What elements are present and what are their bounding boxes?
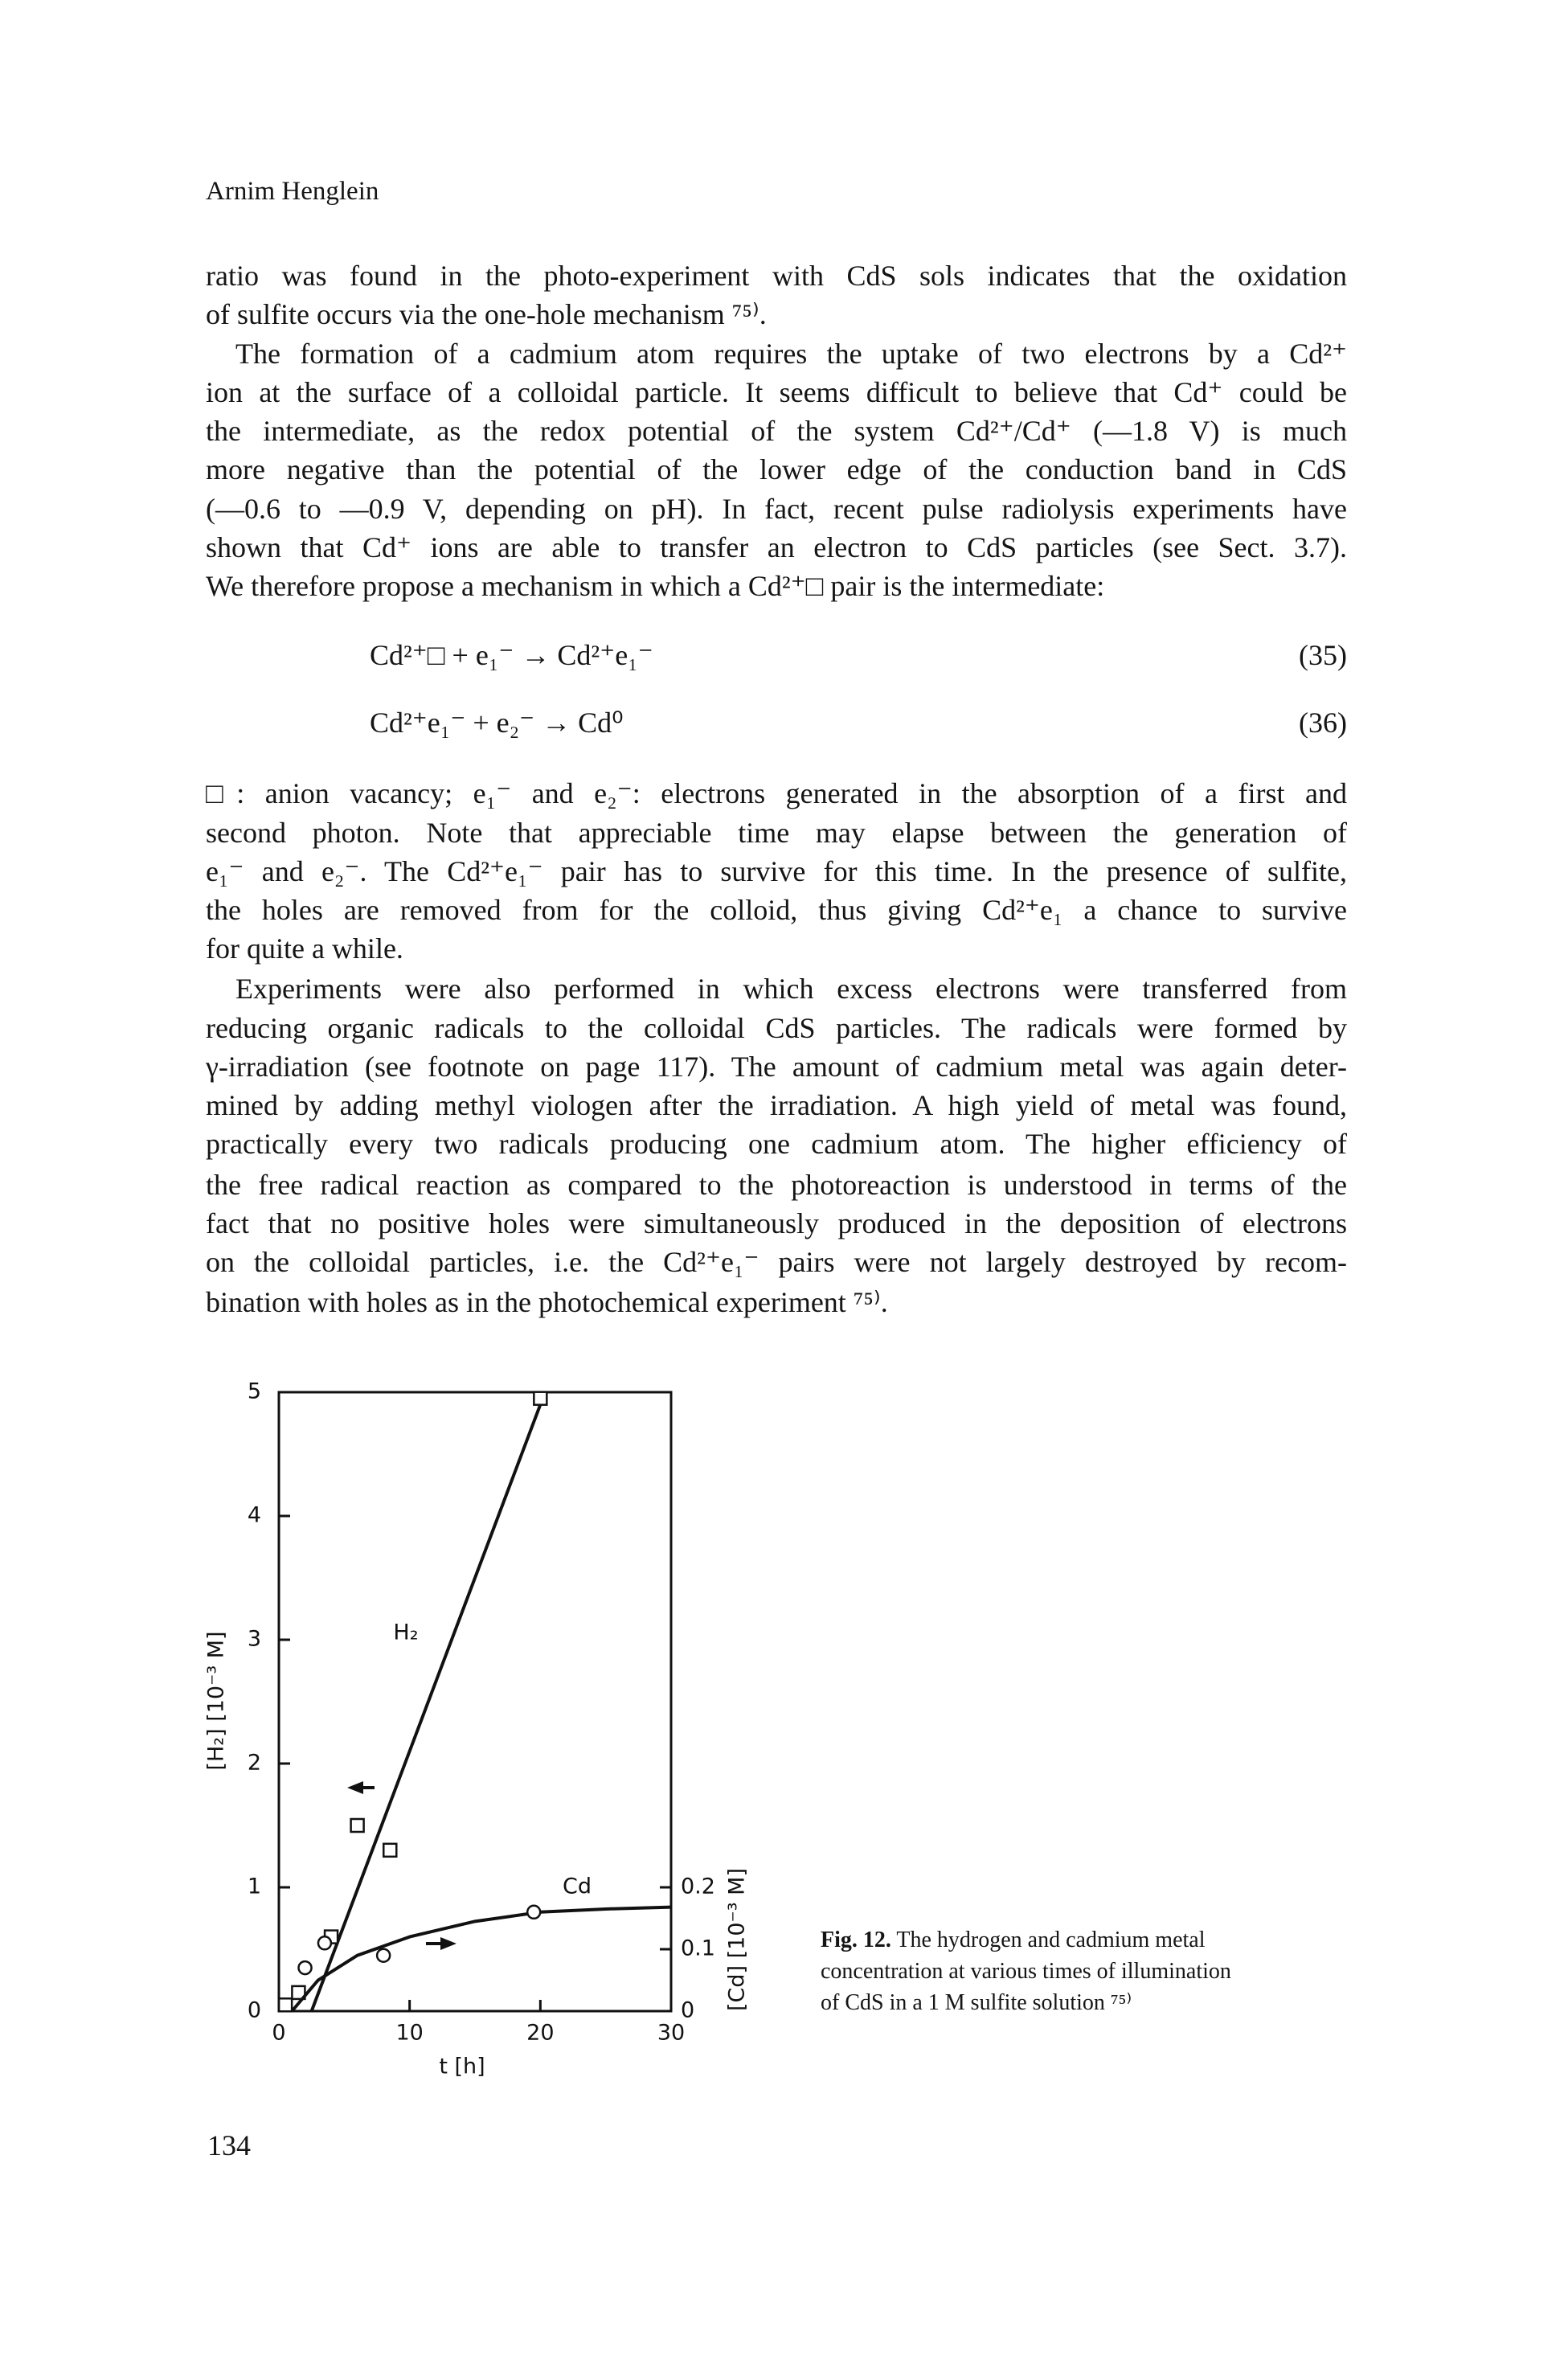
text-line: practically every two radicals producing… [206,1128,1347,1161]
text-line: ion at the surface of a colloidal partic… [206,375,1347,408]
text-line: the intermediate, as the redox potential… [206,415,1347,448]
y-axis-label: [H₂] [10⁻³ M] [204,1631,229,1770]
text-line: We therefore propose a mechanism in whic… [206,570,1105,603]
y-tick-label: 4 [248,1503,261,1528]
equation-number: (35) [1299,639,1347,672]
x-tick-label: 20 [526,2021,554,2046]
data-point [277,1997,293,2013]
y2-tick-label: 0.1 [681,1936,715,1961]
text-line: the holes are removed from for the collo… [206,894,1347,927]
data-point [297,1960,313,1976]
y2-tick-label: 0 [681,1998,694,2023]
text-line: Experiments were also performed in which… [235,973,1347,1006]
data-point [375,1948,391,1963]
x-tick-label: 0 [272,2021,285,2046]
text-line: of sulfite occurs via the one-hole mecha… [206,298,767,331]
text-line: second photon. Note that appreciable tim… [206,816,1347,849]
text-line: γ-irradiation (see footnote on page 117)… [206,1050,1347,1083]
y2-axis-label: [Cd] [10⁻³ M] [725,1868,750,2011]
fit-line [290,1905,672,2013]
equation-number: (36) [1299,707,1347,739]
running-header: Arnim Henglein [206,177,379,206]
text-line: reducing organic radicals to the colloid… [206,1011,1347,1044]
text-line: □: anion vacancy; e₁⁻ and e₂⁻: electrons… [206,777,1347,810]
text-line: mined by adding methyl viologen after th… [206,1089,1347,1122]
text-line: the free radical reaction as compared to… [206,1168,1347,1201]
equation: Cd²⁺□ + e₁⁻ → Cd²⁺e₁⁻ [370,639,653,672]
data-point [533,1391,548,1406]
data-point [526,1904,542,1920]
text-line: shown that Cd⁺ ions are able to transfer… [206,531,1347,563]
text-line: for quite a while. [206,932,403,965]
text-line: ratio was found in the photo-experiment … [206,260,1347,293]
text-line: on the colloidal particles, i.e. the Cd²… [206,1246,1347,1279]
y-tick-label: 0 [248,1998,261,2023]
x-axis-label: t [h] [439,2055,485,2079]
text-line: The formation of a cadmium atom requires… [235,337,1347,370]
y-tick-label: 2 [248,1751,261,1776]
fit-line [309,1403,542,2012]
page-number: 134 [207,2129,251,2161]
x-tick-label: 10 [395,2021,423,2046]
axis-arrow [347,1781,363,1794]
y-tick-label: 5 [248,1379,261,1404]
data-point [291,1985,306,2001]
x-tick-label: 30 [657,2021,685,2046]
y2-tick-label: 0.2 [681,1874,715,1899]
text-line: e₁⁻ and e₂⁻. The Cd²⁺e₁⁻ pair has to sur… [206,854,1347,887]
caption-line: of CdS in a 1 M sulfite solution ⁷⁵⁾ [821,1990,1132,2015]
equation: Cd²⁺e₁⁻ + e₂⁻ → Cd⁰ [370,707,624,739]
text-line: bination with holes as in the photochemi… [206,1286,888,1319]
figure: t [h] [H₂] [10⁻³ M] [Cd] [10⁻³ M] H₂ Cd … [204,1379,750,2079]
text-line: more negative than the potential of the … [206,453,1347,486]
figure-caption: Fig. 12. The hydrogen and cadmium metal … [821,1924,1231,2018]
series-label: H₂ [393,1620,418,1645]
series-label: Cd [563,1874,592,1899]
axis-arrow [440,1937,456,1950]
text-line: fact that no positive holes were simulta… [206,1207,1347,1239]
caption-label: Fig. 12. [821,1928,891,1952]
text-line: (—0.6 to —0.9 V, depending on pH). In fa… [206,492,1347,525]
data-point [383,1842,398,1858]
caption-line: concentration at various times of illumi… [821,1959,1231,1984]
caption-line: The hydrogen and cadmium metal [896,1928,1206,1952]
plot-frame [277,1391,673,2013]
data-point [350,1817,365,1833]
y-tick-label: 3 [248,1627,261,1652]
data-point [317,1936,333,1951]
y-tick-label: 1 [248,1874,261,1899]
